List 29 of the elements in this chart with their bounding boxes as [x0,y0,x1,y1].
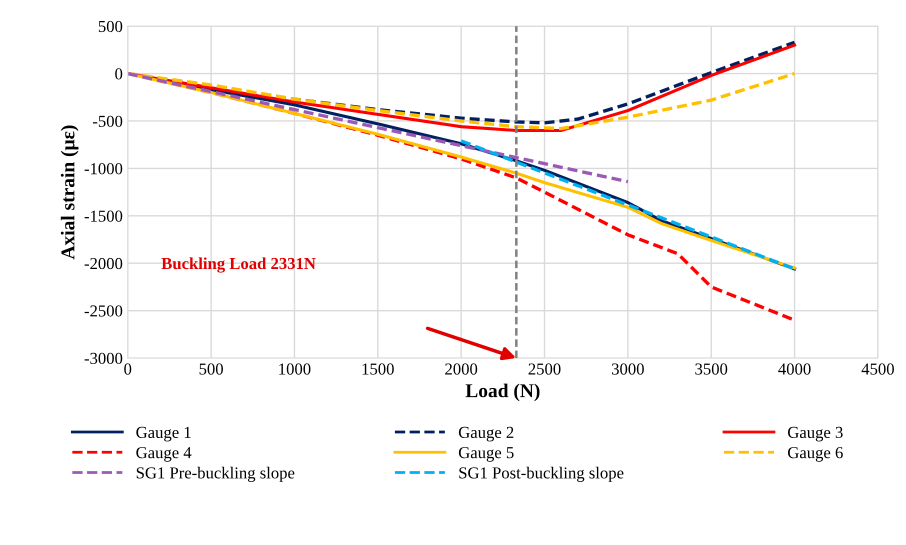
y-tick-label: -2500 [84,305,122,317]
legend-label: Gauge 5 [458,447,514,462]
x-tick-label: 3000 [612,363,644,375]
x-tick-label: 1500 [362,363,394,375]
legend-label: SG1 Post-buckling slope [459,466,624,482]
x-tick-label: 2000 [445,363,478,375]
legend-label: Gauge 2 [458,426,514,442]
y-tick-label: -3000 [84,352,122,364]
x-tick-label: 4500 [862,363,894,375]
y-tick-label: -500 [92,116,122,127]
x-tick-label: 4000 [778,363,811,375]
x-tick-label: 1000 [279,363,310,375]
x-axis-title: Load (N) [466,384,540,402]
y-tick-label: 0 [115,68,122,80]
legend-label: Gauge 1 [136,426,191,442]
legend-label: SG1 Pre-buckling slope [136,466,294,482]
y-tick-label: -1500 [84,210,122,222]
x-tick-label: 2500 [528,363,561,375]
y-tick-label: -2000 [84,258,122,270]
y-tick-label: 500 [98,20,122,32]
y-axis-title: Axial strain (με) [60,126,78,260]
annotation: Buckling Load 2331N [161,257,316,273]
legend-label: Gauge 3 [788,426,843,442]
x-tick-label: 3500 [695,363,728,375]
legend-label: Gauge 6 [788,447,843,462]
legend-label: Gauge 4 [136,447,192,462]
y-tick-label: -1000 [84,163,122,174]
x-tick-label: 0 [124,363,132,375]
x-tick-label: 500 [200,363,223,375]
